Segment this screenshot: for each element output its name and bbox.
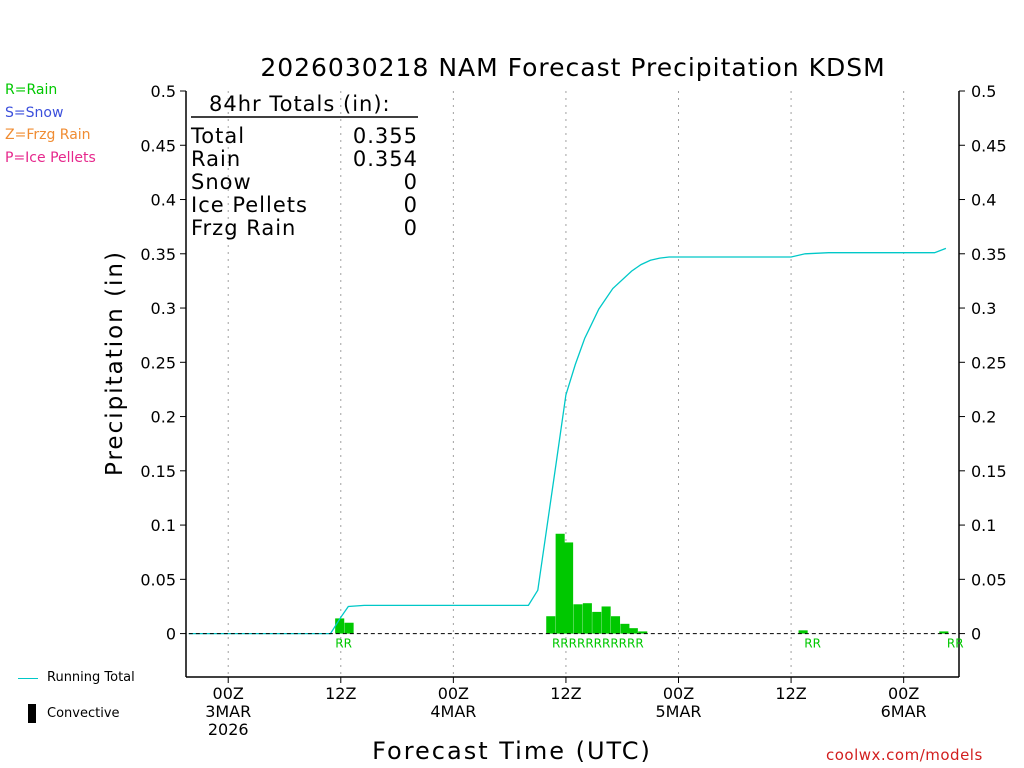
y-tick-label-left: 0 (166, 625, 176, 644)
y-tick-label-left: 0.25 (140, 353, 176, 372)
y-tick-label-left: 0.15 (140, 462, 176, 481)
totals-row-value: 0 (404, 216, 418, 240)
precip-bar-13 (798, 630, 808, 634)
y-tick-label-right: 0.3 (971, 299, 996, 318)
ptype-label-0: RR (335, 637, 352, 651)
totals-row-label: Total (190, 124, 245, 148)
y-tick-label-right: 0 (971, 625, 981, 644)
x-tick-label: 00Z (888, 684, 919, 703)
x-tick-label: 00Z (438, 684, 469, 703)
y-tick-label-right: 0.5 (971, 82, 996, 101)
totals-row-label: Rain (191, 147, 241, 171)
y-tick-label-right: 0.35 (971, 245, 1007, 264)
x-axis-label: Forecast Time (UTC) (372, 737, 652, 765)
precip-bar-12 (638, 631, 648, 634)
running-total-legend-label: Running Total (47, 670, 135, 685)
x-tick-label: 5MAR (655, 702, 701, 721)
x-tick-label: 00Z (663, 684, 694, 703)
x-tick-label: 12Z (325, 684, 356, 703)
running-total-line (188, 247, 947, 635)
y-axis-label: Precipitation (in) (102, 250, 128, 476)
convective-legend-swatch (28, 704, 36, 723)
y-tick-label-left: 0.45 (140, 136, 176, 155)
precip-bar-14 (939, 631, 949, 634)
x-tick-label: 12Z (550, 684, 581, 703)
running-total-legend-swatch (18, 678, 38, 679)
totals-title: 84hr Totals (in): (209, 92, 391, 116)
precip-bar-4 (564, 542, 574, 634)
totals-row-value: 0 (404, 193, 418, 217)
precip-bar-9 (610, 616, 621, 634)
x-tick-label: 6MAR (881, 702, 927, 721)
totals-row-label: Frzg Rain (191, 216, 296, 240)
totals-row-value: 0.355 (353, 124, 418, 148)
totals-row-value: 0.354 (353, 147, 418, 171)
totals-row-label: Ice Pellets (191, 193, 308, 217)
y-tick-label-left: 0.05 (140, 570, 176, 589)
precip-bar-10 (620, 623, 630, 634)
y-tick-label-left: 0.5 (151, 82, 176, 101)
x-tick-label: 2026 (208, 720, 249, 739)
y-tick-label-right: 0.15 (971, 462, 1007, 481)
credit-text: coolwx.com/models (826, 746, 983, 764)
precip-bar-2 (546, 616, 556, 634)
precip-bar-6 (582, 603, 592, 634)
precip-bar-11 (628, 628, 638, 634)
totals-row-value: 0 (404, 170, 418, 194)
x-tick-label: 3MAR (205, 702, 251, 721)
y-tick-label-left: 0.1 (151, 516, 176, 535)
x-tick-label: 12Z (775, 684, 806, 703)
precip-bar-8 (601, 606, 611, 634)
ptype-legend-frzg-rain: Z=Frzg Rain (5, 127, 91, 143)
y-tick-label-left: 0.3 (151, 299, 176, 318)
y-tick-label-right: 0.25 (971, 353, 1007, 372)
y-tick-label-right: 0.2 (971, 408, 996, 427)
precip-bar-5 (573, 604, 583, 634)
ptype-legend-snow: S=Snow (5, 105, 64, 121)
ptype-legend-rain: R=Rain (5, 82, 58, 98)
ptype-legend-ice-pellets: P=Ice Pellets (5, 150, 96, 166)
precip-bar-3 (555, 533, 565, 634)
totals-row-label: Snow (191, 170, 252, 194)
y-tick-label-left: 0.4 (151, 191, 176, 210)
precip-bar-1 (344, 622, 354, 634)
ptype-label-2: RR (804, 637, 821, 651)
y-tick-label-left: 0.35 (140, 245, 176, 264)
y-tick-label-right: 0.45 (971, 136, 1007, 155)
chart-title: 2026030218 NAM Forecast Precipitation KD… (260, 53, 885, 82)
precip-bar-7 (592, 611, 602, 634)
ptype-label-1: RRRRRRRRRRR (552, 637, 644, 651)
x-tick-label: 4MAR (430, 702, 476, 721)
precip-bar-0 (335, 618, 345, 634)
x-tick-label: 00Z (213, 684, 244, 703)
y-tick-label-left: 0.2 (151, 408, 176, 427)
convective-legend-label: Convective (47, 706, 120, 721)
y-tick-label-right: 0.4 (971, 191, 996, 210)
y-tick-label-right: 0.05 (971, 570, 1007, 589)
y-tick-label-right: 0.1 (971, 516, 996, 535)
ptype-label-3: RR (947, 637, 964, 651)
